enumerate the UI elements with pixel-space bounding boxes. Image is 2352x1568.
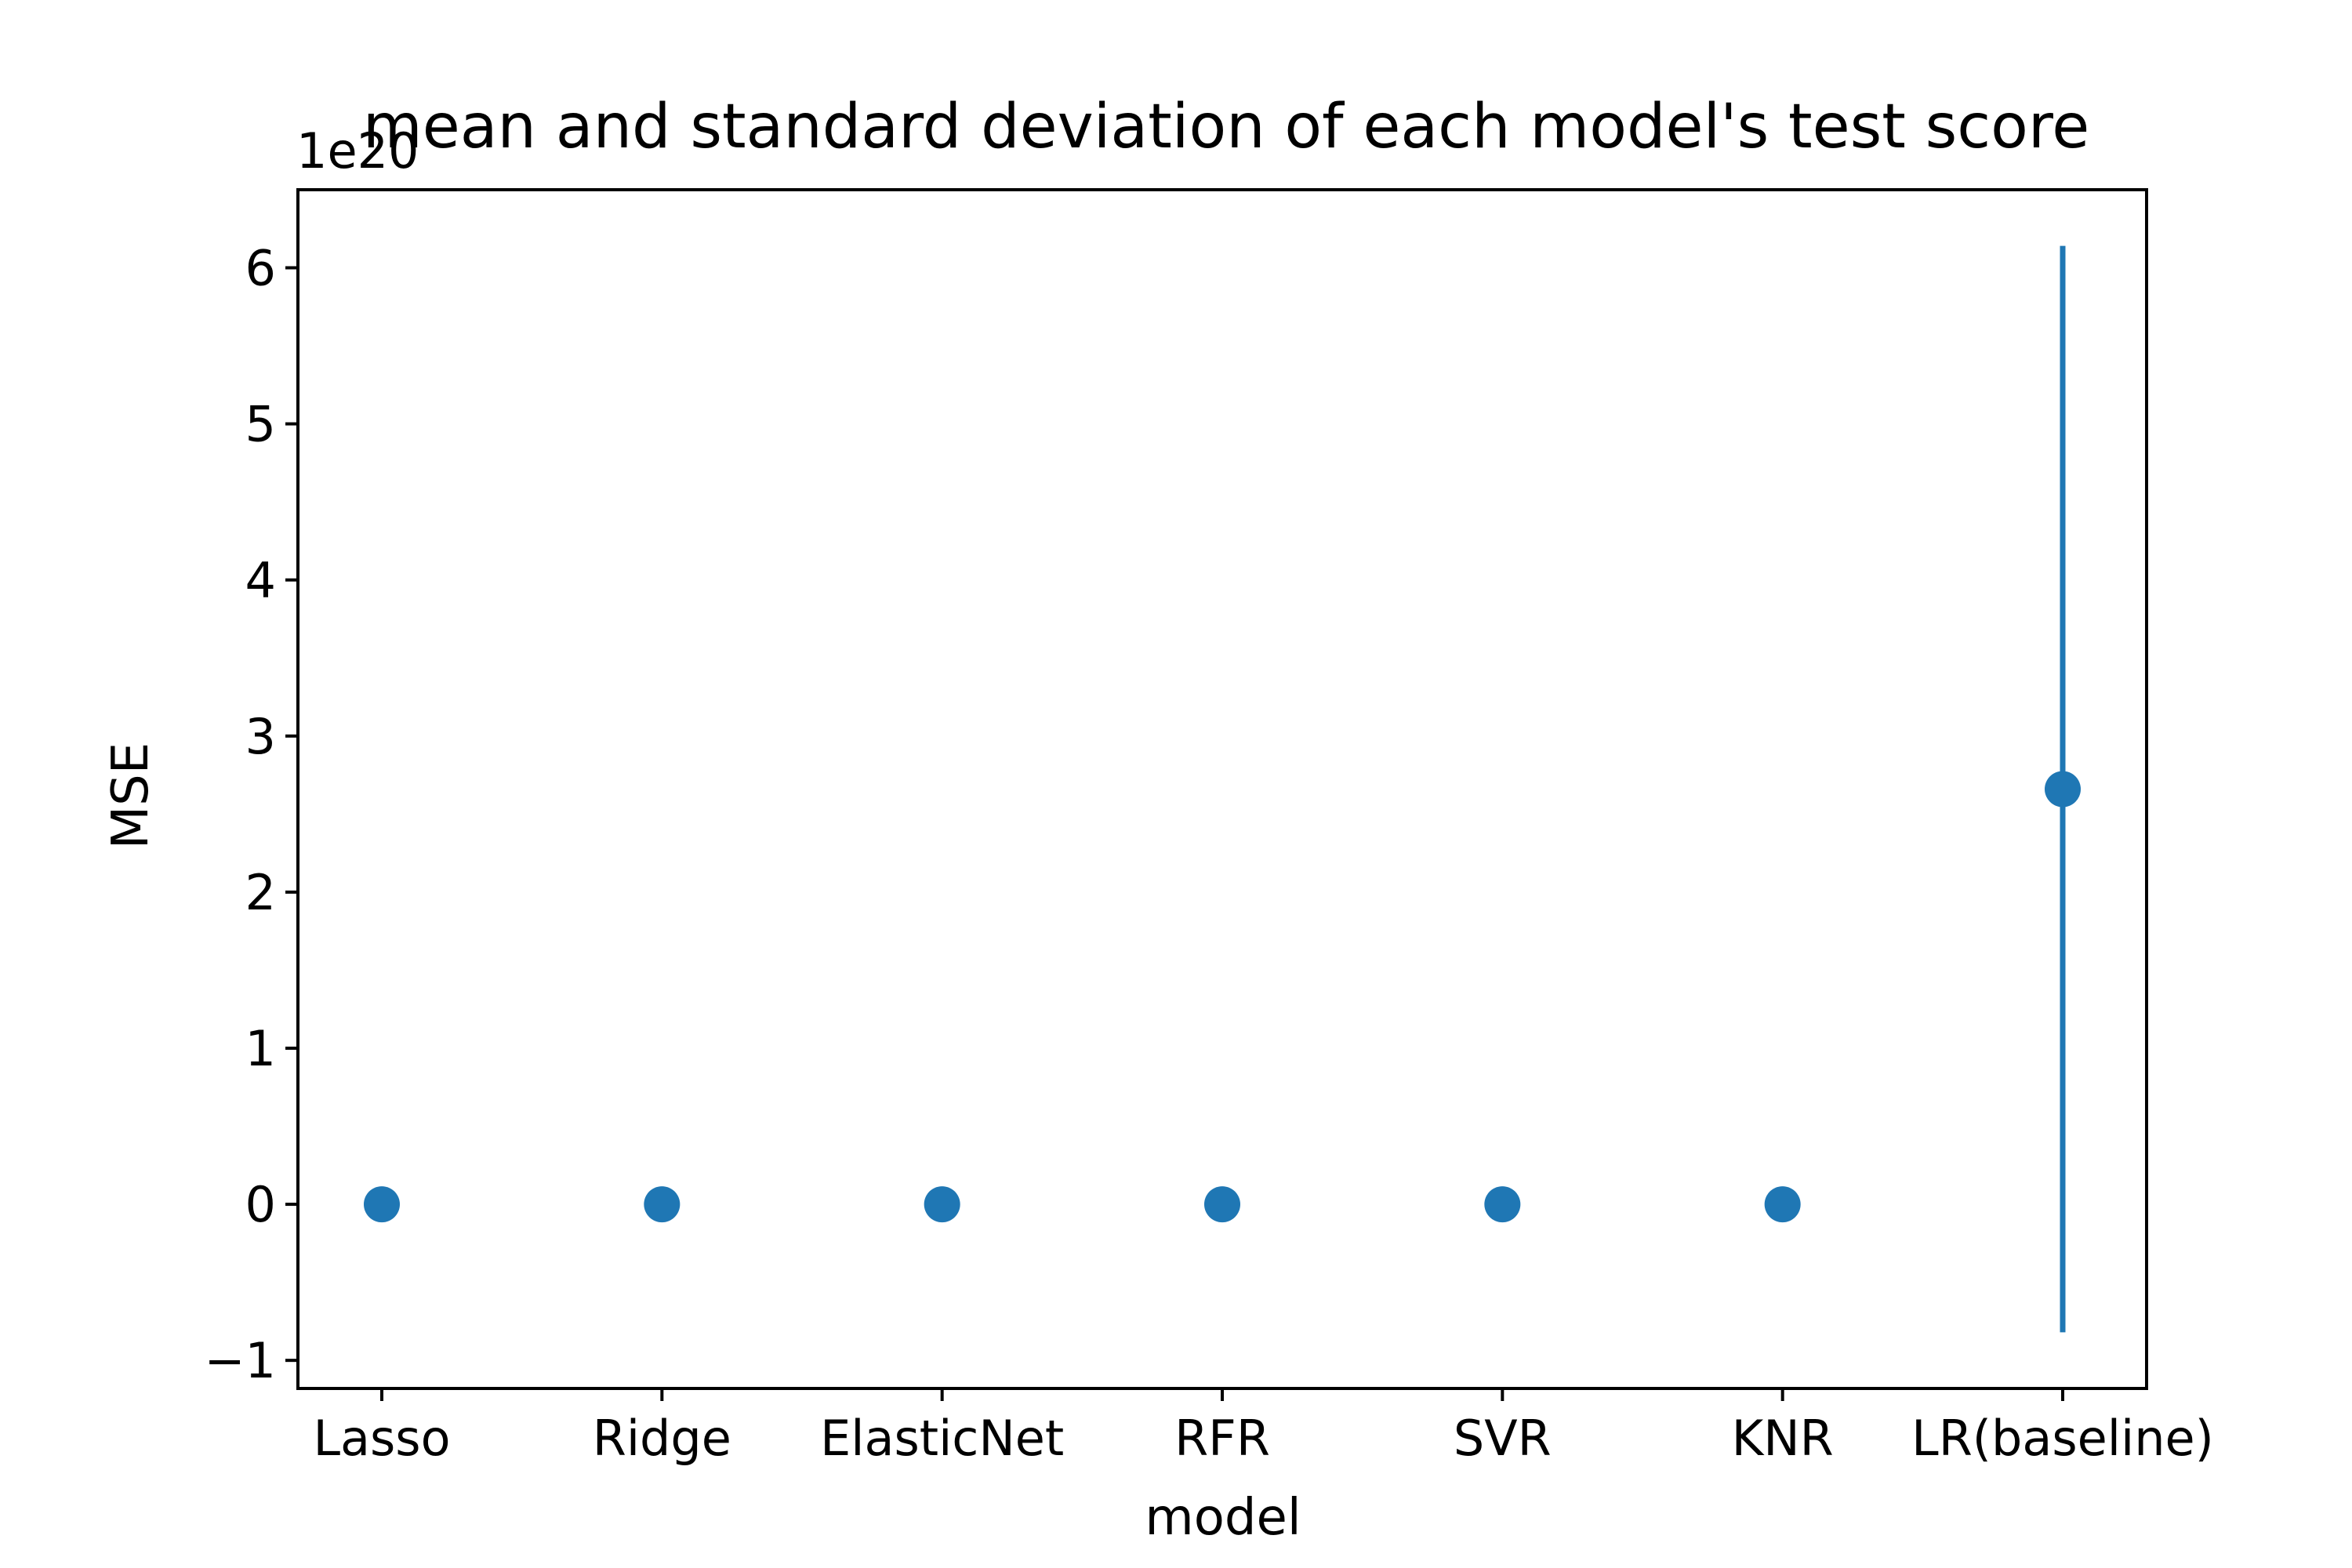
data-point: [924, 1186, 960, 1223]
y-axis-offset-label: 1e20: [296, 122, 419, 180]
y-axis-ticks: −1 0 1 2 3 4 5 6: [205, 240, 298, 1389]
x-tick-label: RFR: [1174, 1410, 1270, 1467]
y-tick-label: 3: [245, 708, 276, 765]
data-point: [1764, 1186, 1801, 1223]
x-tick-label: KNR: [1732, 1410, 1834, 1467]
data-points: [364, 771, 2081, 1223]
y-tick-label: 1: [245, 1020, 276, 1077]
data-point: [1204, 1186, 1240, 1223]
x-tick-label: SVR: [1454, 1410, 1552, 1467]
y-tick-label: 0: [245, 1176, 276, 1233]
y-tick-label: 6: [245, 240, 276, 297]
y-tick-label: −1: [205, 1332, 276, 1389]
y-tick-label: 4: [245, 552, 276, 609]
chart-title: mean and standard deviation of each mode…: [363, 92, 2089, 162]
x-axis-ticks: Lasso Ridge ElasticNet RFR SVR KNR LR(baseline…: [313, 1388, 2214, 1467]
y-axis-label: MSE: [102, 742, 160, 849]
data-point: [1484, 1186, 1521, 1223]
data-point: [364, 1186, 400, 1223]
y-tick-label: 2: [245, 864, 276, 921]
x-axis-label: model: [1145, 1489, 1301, 1547]
data-point: [644, 1186, 681, 1223]
x-tick-label: ElasticNet: [820, 1410, 1064, 1467]
data-point: [2045, 771, 2081, 808]
x-tick-label: Ridge: [593, 1410, 731, 1467]
plot-area-frame: [296, 188, 2148, 1390]
y-tick-label: 5: [245, 396, 276, 453]
x-tick-label: LR(baseline): [1911, 1410, 2214, 1467]
x-tick-label: Lasso: [313, 1410, 450, 1467]
